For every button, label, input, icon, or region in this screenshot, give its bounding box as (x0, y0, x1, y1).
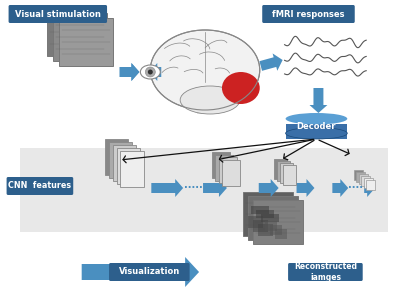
Bar (248, 216, 263, 228)
Ellipse shape (180, 86, 240, 114)
Polygon shape (151, 179, 183, 197)
FancyBboxPatch shape (109, 263, 190, 281)
Text: ·····: ····· (259, 183, 278, 193)
Bar (364, 178, 373, 188)
Bar (197, 100, 213, 114)
Bar (248, 196, 298, 240)
Bar (270, 225, 282, 235)
Text: Visual stimulation: Visual stimulation (15, 9, 101, 18)
Bar (256, 210, 274, 218)
Bar (361, 176, 370, 186)
Polygon shape (149, 63, 161, 81)
Bar (53, 13, 106, 61)
Bar (283, 165, 296, 185)
Text: fMRI responses: fMRI responses (272, 9, 345, 18)
Bar (222, 159, 240, 185)
Bar (20, 148, 388, 232)
Bar (275, 229, 287, 239)
Bar (274, 159, 287, 179)
FancyBboxPatch shape (6, 177, 73, 195)
FancyBboxPatch shape (262, 5, 355, 23)
Bar (277, 161, 290, 181)
Bar (280, 163, 293, 183)
Bar (258, 224, 273, 236)
Bar (216, 155, 233, 181)
Text: ·····: ····· (348, 183, 367, 193)
FancyBboxPatch shape (288, 263, 363, 281)
Circle shape (148, 69, 153, 74)
Bar (356, 172, 365, 182)
Polygon shape (203, 179, 227, 197)
Bar (59, 18, 112, 66)
Polygon shape (82, 257, 199, 287)
Ellipse shape (140, 65, 160, 79)
Bar (253, 220, 268, 232)
Polygon shape (124, 63, 139, 81)
FancyBboxPatch shape (8, 5, 107, 23)
Bar (286, 125, 347, 139)
Polygon shape (260, 54, 283, 71)
Text: Visualization: Visualization (119, 267, 180, 277)
Bar (104, 139, 128, 175)
Polygon shape (259, 179, 279, 197)
Bar (253, 200, 302, 244)
Text: Decoder: Decoder (297, 121, 336, 130)
Polygon shape (364, 179, 375, 197)
Bar (261, 214, 279, 222)
Bar (112, 145, 136, 181)
Bar (47, 8, 100, 56)
Polygon shape (120, 63, 139, 81)
Polygon shape (310, 88, 327, 113)
Bar (265, 221, 277, 231)
Bar (359, 174, 368, 184)
Bar (120, 151, 144, 187)
Bar (108, 142, 132, 178)
Text: CNN  features: CNN features (8, 181, 72, 191)
Bar (116, 148, 140, 184)
Ellipse shape (222, 72, 260, 104)
Bar (354, 170, 363, 180)
Bar (251, 206, 269, 214)
Text: Reconstructed
iamges: Reconstructed iamges (294, 262, 357, 282)
Bar (212, 152, 230, 178)
Bar (243, 192, 292, 236)
Circle shape (145, 67, 155, 77)
Text: ·····: ····· (184, 183, 202, 193)
Ellipse shape (286, 128, 347, 139)
Polygon shape (332, 179, 348, 197)
Ellipse shape (286, 113, 347, 125)
Ellipse shape (150, 30, 260, 110)
Bar (219, 157, 237, 183)
Bar (366, 180, 375, 190)
Polygon shape (296, 179, 314, 197)
